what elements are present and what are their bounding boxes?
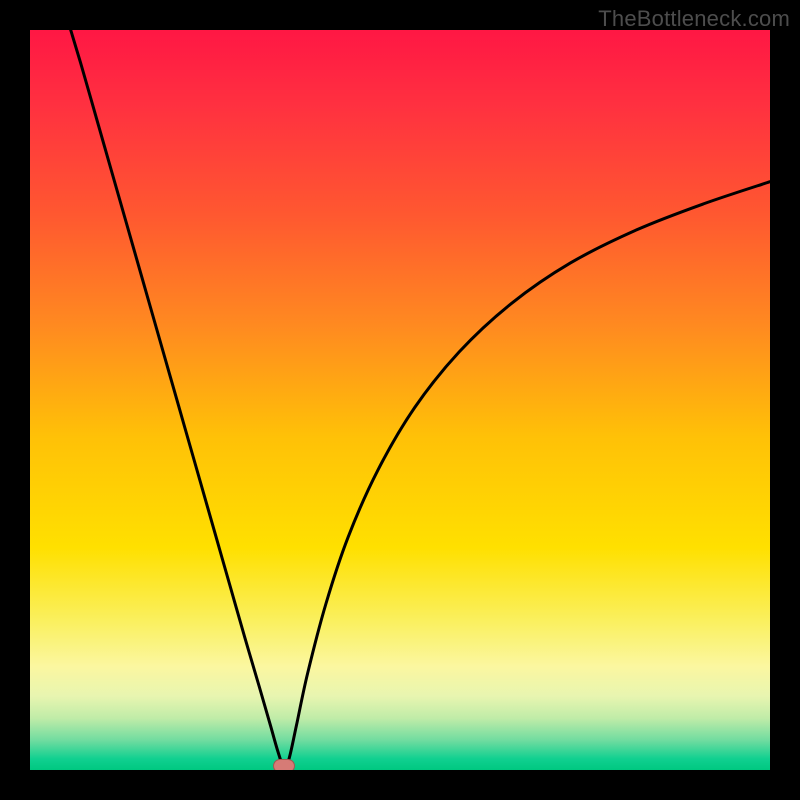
watermark-text: TheBottleneck.com: [598, 6, 790, 32]
optimum-marker: [273, 759, 295, 770]
gradient-background: [30, 30, 770, 770]
plot-svg: [30, 30, 770, 770]
plot-area: [30, 30, 770, 770]
